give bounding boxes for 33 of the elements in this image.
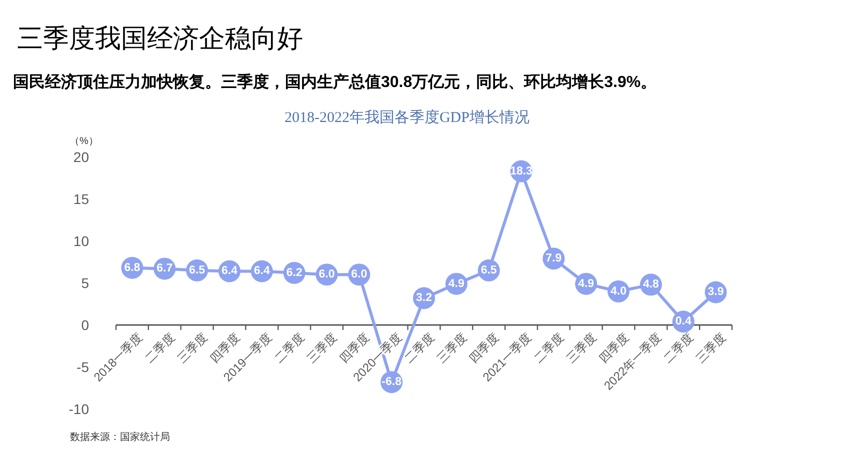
data-label: 6.7 bbox=[156, 262, 173, 275]
y-tick-label: 20 bbox=[73, 149, 90, 165]
data-label: 6.0 bbox=[318, 268, 335, 281]
data-label: 6.5 bbox=[189, 264, 206, 276]
data-label: 18.3 bbox=[510, 165, 532, 178]
text: 2018-2022年我国各季度GDP增长情况 bbox=[284, 109, 530, 126]
data-label: 6.0 bbox=[351, 268, 368, 281]
y-tick-label: 15 bbox=[73, 191, 90, 207]
y-tick-label: 0 bbox=[81, 317, 90, 333]
chart-title: 三季度我国经济企稳向好 bbox=[17, 23, 303, 53]
data-label: 4.8 bbox=[642, 278, 660, 291]
x-tick-label: 三季度 bbox=[434, 330, 470, 366]
data-label: 0.4 bbox=[675, 316, 692, 328]
data-label: 7.9 bbox=[546, 252, 562, 265]
y-tick-label: 10 bbox=[73, 233, 90, 249]
data-label: 6.5 bbox=[480, 264, 498, 276]
data-label: 4.9 bbox=[578, 278, 594, 290]
data-label: 6.2 bbox=[286, 266, 302, 279]
y-tick-label: -5 bbox=[76, 359, 90, 375]
data-label: 3.9 bbox=[708, 286, 724, 298]
data-label: 6.4 bbox=[221, 265, 238, 278]
x-tick-label: 二季度 bbox=[402, 330, 437, 366]
data-label: 6.8 bbox=[124, 262, 141, 274]
y-tick-label: -10 bbox=[68, 401, 90, 417]
chart-subtitle: 国民经济顶住压力加快恢复。三季度，国内生产总值30.8万亿元，同比、环比均增长3.9%。 bbox=[13, 72, 657, 91]
source-note: 数据来源：国家统计局 bbox=[70, 431, 170, 443]
data-label: 4.0 bbox=[610, 285, 627, 298]
y-tick-label: 5 bbox=[81, 275, 90, 291]
y-axis-title: （%） bbox=[70, 136, 98, 147]
data-label: -6.8 bbox=[382, 376, 402, 388]
data-label: 4.9 bbox=[448, 278, 464, 290]
data-label: 6.4 bbox=[254, 265, 270, 278]
data-label: 3.2 bbox=[416, 292, 432, 304]
